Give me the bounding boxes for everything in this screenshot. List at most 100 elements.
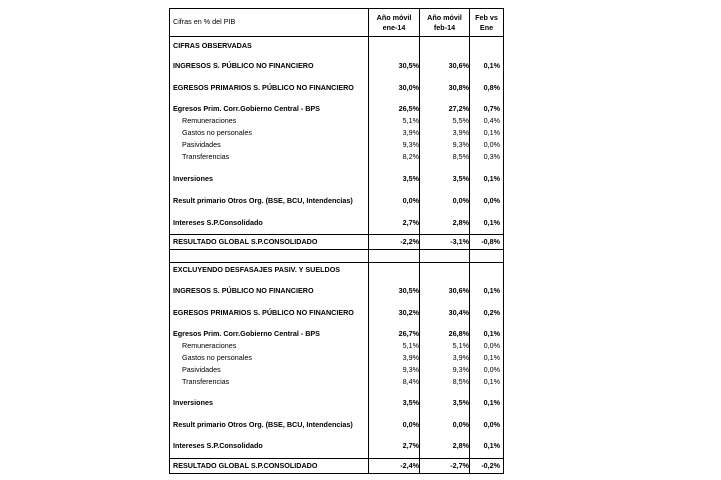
value-diff: -0,8%: [481, 237, 500, 246]
section-title-text: CIFRAS OBSERVADAS: [173, 41, 252, 50]
value-diff: -0,2%: [481, 461, 500, 470]
table-title: Cifras en % del PIB: [173, 17, 236, 26]
column-divider: [368, 9, 369, 473]
value-ene: 30,5%: [398, 61, 419, 70]
value-feb: 8,5%: [452, 377, 469, 386]
value-feb: 5,1%: [452, 341, 469, 350]
row-label: Gastos no personales: [182, 353, 252, 362]
value-ene: 8,2%: [402, 152, 419, 161]
value-feb: 0,0%: [452, 420, 469, 429]
value-diff: 0,1%: [483, 329, 500, 338]
value-ene: 2,7%: [402, 441, 419, 450]
value-feb: -2,7%: [450, 461, 469, 470]
row-label: Pasividades: [182, 365, 221, 374]
value-feb: 30,4%: [448, 308, 469, 317]
section-divider: [170, 262, 503, 263]
col-header-line: feb-14: [433, 23, 456, 32]
value-feb: -3,1%: [450, 237, 469, 246]
row-label: Pasividades: [182, 140, 221, 149]
col-header-line: ene-14: [382, 23, 406, 32]
value-ene: 3,9%: [402, 128, 419, 137]
value-diff: 0,1%: [483, 174, 500, 183]
header-divider: [170, 36, 503, 37]
value-diff: 0,1%: [483, 61, 500, 70]
row-label: INGRESOS S. PÚBLICO NO FINANCIERO: [173, 286, 314, 295]
value-ene: 9,3%: [402, 140, 419, 149]
value-diff: 0,2%: [483, 308, 500, 317]
value-ene: 30,2%: [398, 308, 419, 317]
value-feb: 30,8%: [448, 83, 469, 92]
value-feb: 26,8%: [448, 329, 469, 338]
value-feb: 0,0%: [452, 196, 469, 205]
row-label: Transferencias: [182, 152, 230, 161]
row-divider: [170, 234, 503, 235]
value-diff: 0,1%: [483, 128, 500, 137]
col-header-feb: Año móvil feb-14: [420, 13, 469, 33]
value-feb: 8,5%: [452, 152, 469, 161]
fiscal-table: Cifras en % del PIB Año móvil ene-14 Año…: [169, 8, 504, 474]
row-label: EGRESOS PRIMARIOS S. PÚBLICO NO FINANCIE…: [173, 83, 354, 92]
value-feb: 3,5%: [452, 398, 469, 407]
value-diff: 0,0%: [483, 420, 500, 429]
value-ene: 3,5%: [402, 398, 419, 407]
value-feb: 3,9%: [452, 353, 469, 362]
value-feb: 30,6%: [448, 286, 469, 295]
col-header-diff: Feb vs Ene: [470, 13, 503, 33]
col-header-line: Ene: [479, 23, 494, 32]
row-label: Intereses S.P.Consolidado: [173, 441, 263, 450]
row-label: Intereses S.P.Consolidado: [173, 218, 263, 227]
value-diff: 0,0%: [483, 140, 500, 149]
value-ene: 8,4%: [402, 377, 419, 386]
row-label: Result primario Otros Org. (BSE, BCU, In…: [173, 420, 353, 429]
section-title-text: EXCLUYENDO DESFASAJES PASIV. Y SUELDOS: [173, 265, 341, 274]
column-divider: [419, 9, 420, 473]
value-feb: 3,5%: [452, 174, 469, 183]
value-diff: 0,1%: [483, 398, 500, 407]
value-ene: 0,0%: [402, 420, 419, 429]
value-feb: 9,3%: [452, 140, 469, 149]
value-diff: 0,1%: [483, 286, 500, 295]
column-divider: [469, 9, 470, 473]
value-diff: 0,4%: [483, 116, 500, 125]
value-feb: 30,6%: [448, 61, 469, 70]
value-diff: 0,3%: [483, 152, 500, 161]
value-ene: 3,9%: [402, 353, 419, 362]
value-feb: 2,8%: [452, 218, 469, 227]
row-label: Egresos Prim. Corr.Gobierno Central - BP…: [173, 329, 320, 338]
row-label: Inversiones: [173, 174, 213, 183]
row-label: INGRESOS S. PÚBLICO NO FINANCIERO: [173, 61, 314, 70]
row-divider: [170, 249, 503, 250]
row-label: Gastos no personales: [182, 128, 252, 137]
value-ene: 30,0%: [398, 83, 419, 92]
value-diff: 0,0%: [483, 196, 500, 205]
row-label: EGRESOS PRIMARIOS S. PÚBLICO NO FINANCIE…: [173, 308, 354, 317]
value-feb: 2,8%: [452, 441, 469, 450]
value-ene: -2,2%: [400, 237, 419, 246]
value-feb: 27,2%: [448, 104, 469, 113]
row-label: Remuneraciones: [182, 341, 237, 350]
value-feb: 9,3%: [452, 365, 469, 374]
row-label: RESULTADO GLOBAL S.P.CONSOLIDADO: [173, 237, 318, 246]
value-ene: 3,5%: [402, 174, 419, 183]
value-diff: 0,7%: [483, 104, 500, 113]
value-ene: 5,1%: [402, 341, 419, 350]
col-header-ene: Año móvil ene-14: [369, 13, 419, 33]
value-ene: 0,0%: [402, 196, 419, 205]
col-header-line: Feb vs: [475, 13, 498, 22]
value-ene: 9,3%: [402, 365, 419, 374]
value-diff: 0,1%: [483, 353, 500, 362]
value-ene: 5,1%: [402, 116, 419, 125]
col-header-line: Año móvil: [376, 13, 412, 22]
value-feb: 5,5%: [452, 116, 469, 125]
value-ene: -2,4%: [400, 461, 419, 470]
col-header-line: Año móvil: [427, 13, 462, 22]
value-diff: 0,1%: [483, 377, 500, 386]
row-label: RESULTADO GLOBAL S.P.CONSOLIDADO: [173, 461, 318, 470]
value-feb: 3,9%: [452, 128, 469, 137]
row-label: Remuneraciones: [182, 116, 237, 125]
value-ene: 30,5%: [398, 286, 419, 295]
row-label: Result primario Otros Org. (BSE, BCU, In…: [173, 196, 353, 205]
value-ene: 2,7%: [402, 218, 419, 227]
value-diff: 0,1%: [483, 441, 500, 450]
row-label: Egresos Prim. Corr.Gobierno Central - BP…: [173, 104, 320, 113]
